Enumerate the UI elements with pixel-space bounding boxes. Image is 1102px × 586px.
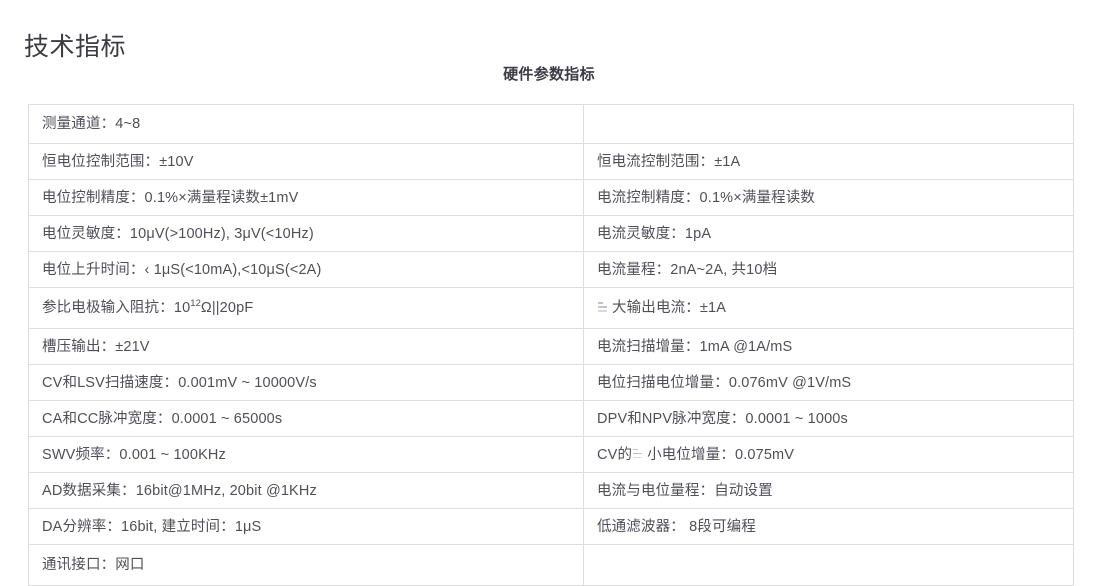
spec-table-body: 测量通道：4~8 恒电位控制范围：±10V 恒电流控制范围：±1A 电位控制精度…	[28, 104, 1074, 586]
page-title: 技术指标	[24, 32, 127, 61]
table-row: 恒电位控制范围：±10V 恒电流控制范围：±1A	[28, 143, 1074, 180]
cv-min-step-text: 小电位增量：0.075mV	[647, 446, 795, 463]
spec-cell-right: 电位扫描电位增量：0.076mV @1V/mS	[583, 364, 1074, 401]
partially-rendered-glyph-icon	[632, 446, 647, 461]
spec-cell-left: CV和LSV扫描速度：0.001mV ~ 10000V/s	[28, 364, 584, 401]
spec-cell-left-impedance: 参比电极输入阻抗：1012Ω||20pF	[28, 287, 584, 329]
table-row: 电位灵敏度：10μV(>100Hz), 3μV(<10Hz) 电流灵敏度：1pA	[28, 215, 1074, 252]
spec-cell-left: 电位控制精度：0.1%×满量程读数±1mV	[28, 179, 584, 216]
impedance-suffix: Ω||20pF	[200, 300, 254, 316]
spec-cell-left: 电位上升时间：‹ 1μS(<10mA),<10μS(<2A)	[28, 251, 584, 288]
spec-cell-right-max-output-current: 大输出电流：±1A	[583, 287, 1074, 329]
max-output-current-text: 大输出电流：±1A	[612, 300, 727, 316]
table-row: DA分辨率：16bit, 建立时间：1μS 低通滤波器： 8段可编程	[28, 508, 1074, 545]
spec-cell-left: 槽压输出：±21V	[28, 328, 584, 365]
table-row: 参比电极输入阻抗：1012Ω||20pF 大输出电流：±1A	[28, 287, 1074, 329]
spec-cell-left: CA和CC脉冲宽度：0.0001 ~ 65000s	[28, 400, 584, 437]
spec-cell-right: 电流与电位量程：自动设置	[583, 472, 1074, 509]
table-row: AD数据采集：16bit@1MHz, 20bit @1KHz 电流与电位量程：自…	[28, 472, 1074, 509]
spec-cell-right: DPV和NPV脉冲宽度：0.0001 ~ 1000s	[583, 400, 1074, 437]
hardware-parameters-table: 测量通道：4~8 恒电位控制范围：±10V 恒电流控制范围：±1A 电位控制精度…	[28, 104, 1074, 586]
impedance-exponent: 12	[190, 298, 201, 310]
partially-rendered-glyph-icon	[597, 299, 612, 314]
spec-cell-left: DA分辨率：16bit, 建立时间：1μS	[28, 508, 584, 545]
spec-cell-left: 通讯接口：网口	[28, 544, 584, 586]
spec-cell-left: 恒电位控制范围：±10V	[28, 143, 584, 180]
spec-cell-left: 测量通道：4~8	[28, 104, 584, 144]
spec-cell-left: AD数据采集：16bit@1MHz, 20bit @1KHz	[28, 472, 584, 509]
spec-table-container: 测量通道：4~8 恒电位控制范围：±10V 恒电流控制范围：±1A 电位控制精度…	[28, 104, 1074, 586]
table-caption-text: 硬件参数指标	[503, 66, 595, 83]
spec-cell-right: 电流量程：2nA~2A, 共10档	[583, 251, 1074, 288]
spec-cell-right-empty	[583, 104, 1074, 144]
spec-cell-right-cv-min-step: CV的 小电位增量：0.075mV	[583, 436, 1074, 473]
spec-cell-right: 电流灵敏度：1pA	[583, 215, 1074, 252]
impedance-prefix: 参比电极输入阻抗：10	[42, 300, 191, 316]
table-row: 电位上升时间：‹ 1μS(<10mA),<10μS(<2A) 电流量程：2nA~…	[28, 251, 1074, 288]
spec-cell-left: SWV频率：0.001 ~ 100KHz	[28, 436, 584, 473]
spec-cell-right: 电流控制精度：0.1%×满量程读数	[583, 179, 1074, 216]
table-row: 测量通道：4~8	[28, 104, 1074, 144]
table-row: 电位控制精度：0.1%×满量程读数±1mV 电流控制精度：0.1%×满量程读数	[28, 179, 1074, 216]
table-row: 槽压输出：±21V 电流扫描增量：1mA @1A/mS	[28, 328, 1074, 365]
table-caption: 硬件参数指标	[0, 64, 1102, 86]
table-row: 通讯接口：网口	[28, 544, 1074, 586]
table-row: CA和CC脉冲宽度：0.0001 ~ 65000s DPV和NPV脉冲宽度：0.…	[28, 400, 1074, 437]
spec-cell-right: 恒电流控制范围：±1A	[583, 143, 1074, 180]
spec-cell-right: 电流扫描增量：1mA @1A/mS	[583, 328, 1074, 365]
cv-min-step-prefix: CV的	[597, 446, 633, 463]
spec-cell-left: 电位灵敏度：10μV(>100Hz), 3μV(<10Hz)	[28, 215, 584, 252]
spec-cell-right-empty	[583, 544, 1074, 586]
spec-cell-right: 低通滤波器： 8段可编程	[583, 508, 1074, 545]
table-row: SWV频率：0.001 ~ 100KHz CV的 小电位增量：0.075mV	[28, 436, 1074, 473]
table-row: CV和LSV扫描速度：0.001mV ~ 10000V/s 电位扫描电位增量：0…	[28, 364, 1074, 401]
